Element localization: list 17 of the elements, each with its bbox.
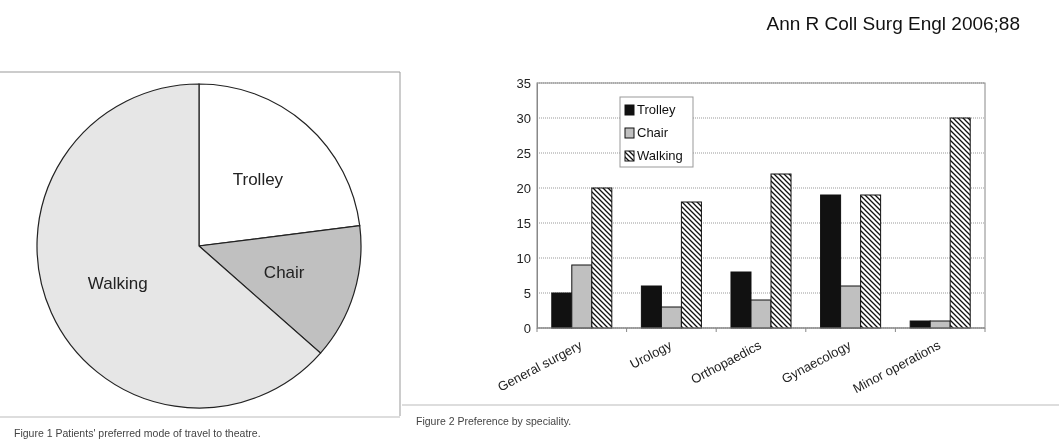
slice-label: Trolley bbox=[232, 170, 284, 190]
caption: Figure 1 Patients' preferred mode of travel to theatre. bbox=[14, 427, 261, 439]
y-tick-label: 15 bbox=[516, 215, 531, 231]
slice-label: Walking bbox=[87, 273, 148, 293]
text: Ann R Coll Surg Engl 2006;88 bbox=[766, 13, 1020, 34]
y-tick-label: 30 bbox=[516, 110, 531, 126]
y-tick-label: 25 bbox=[516, 145, 531, 161]
y-tick-label: 20 bbox=[516, 180, 531, 196]
y-tick-label: 35 bbox=[516, 75, 531, 91]
legend-label: Trolley bbox=[637, 102, 677, 117]
y-tick-label: 5 bbox=[523, 285, 531, 301]
y-tick-label: 0 bbox=[523, 320, 531, 336]
slice-label: Chair bbox=[263, 263, 305, 283]
y-tick-label: 10 bbox=[516, 250, 531, 266]
legend-label: Walking bbox=[637, 148, 683, 163]
caption: Figure 2 Preference by speciality. bbox=[416, 415, 572, 427]
legend-label: Chair bbox=[637, 125, 669, 140]
